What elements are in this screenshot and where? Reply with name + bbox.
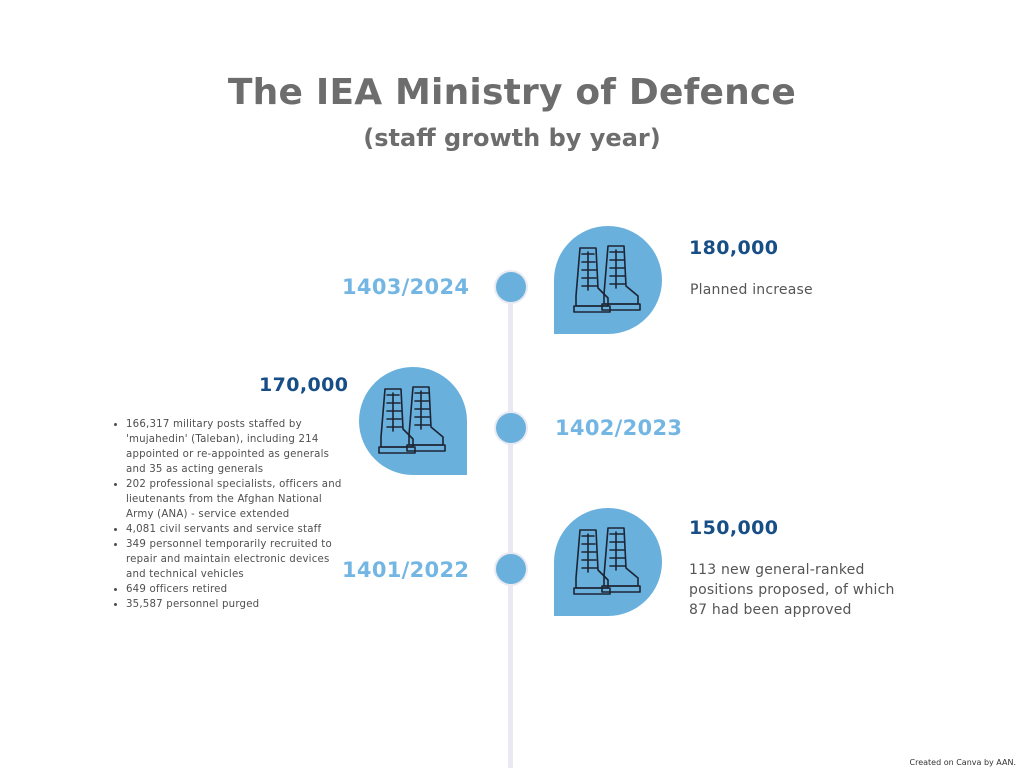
list-item: 35,587 personnel purged [126,597,348,612]
description-1401: 113 new general-ranked positions propose… [689,562,895,618]
boots-badge-1401 [554,508,662,616]
timeline-node-1402 [496,413,526,443]
list-item: 4,081 civil servants and service staff [126,522,348,537]
combat-boots-icon [573,245,641,313]
year-label-1402: 1402/2023 [555,416,683,440]
list-item: 649 officers retired [126,582,348,597]
year-label-1401: 1401/2022 [342,558,470,582]
boots-badge-1402 [359,367,467,475]
value-1403: 180,000 [689,237,779,259]
list-item: 166,317 military posts staffed by 'mujah… [126,417,348,477]
timeline-node-1401 [496,554,526,584]
description-1403: Planned increase [690,282,813,298]
value-1402: 170,000 [259,374,349,396]
details-list-1402: 166,317 military posts staffed by 'mujah… [112,417,348,612]
list-item: 349 personnel temporarily recruited to r… [126,537,348,582]
canva-credit: Created on Canva by AAN. [909,758,1017,767]
combat-boots-icon [573,527,641,595]
list-item: 202 professional specialists, officers a… [126,477,348,522]
value-1401: 150,000 [689,517,779,539]
timeline-line [508,290,513,768]
combat-boots-icon [378,386,446,454]
boots-badge-1403 [554,226,662,334]
timeline-node-1403 [496,272,526,302]
page-title: The IEA Ministry of Defence [227,72,797,113]
year-label-1403: 1403/2024 [342,275,470,299]
page-subtitle: (staff growth by year) [363,124,661,152]
